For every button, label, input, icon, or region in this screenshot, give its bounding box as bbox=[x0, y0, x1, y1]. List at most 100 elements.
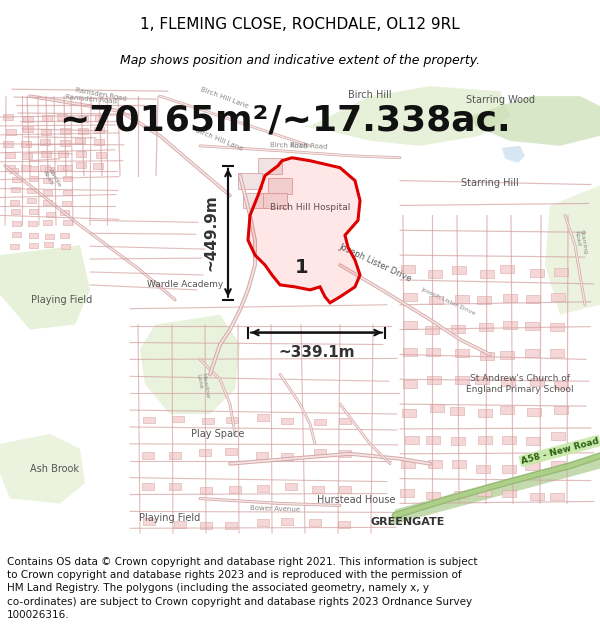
Bar bbox=[58, 151, 68, 157]
Bar bbox=[62, 201, 71, 206]
Bar bbox=[309, 519, 321, 526]
Polygon shape bbox=[140, 315, 240, 414]
Bar bbox=[502, 489, 516, 498]
Text: Hurstead House: Hurstead House bbox=[317, 496, 395, 506]
Polygon shape bbox=[545, 186, 600, 315]
Bar bbox=[550, 349, 564, 358]
Bar bbox=[29, 176, 37, 181]
Bar bbox=[256, 452, 268, 459]
Bar bbox=[5, 152, 15, 158]
Text: ~70165m²/~17.338ac.: ~70165m²/~17.338ac. bbox=[59, 104, 511, 138]
Bar bbox=[480, 352, 494, 361]
Bar bbox=[94, 139, 104, 145]
Bar bbox=[41, 151, 51, 157]
Bar bbox=[78, 128, 88, 134]
Text: Wardle
Road: Wardle Road bbox=[42, 168, 62, 191]
Bar bbox=[502, 436, 516, 444]
Text: St Andrew's Church of
England Primary School: St Andrew's Church of England Primary Sc… bbox=[466, 374, 574, 394]
Bar bbox=[263, 192, 287, 208]
Bar bbox=[501, 378, 515, 386]
Bar bbox=[503, 294, 517, 302]
Bar bbox=[172, 416, 184, 422]
Bar bbox=[29, 209, 37, 214]
Bar bbox=[551, 461, 565, 469]
Bar bbox=[59, 210, 68, 215]
Bar bbox=[400, 489, 414, 496]
Bar bbox=[43, 178, 52, 183]
Bar bbox=[554, 406, 568, 414]
Bar bbox=[455, 295, 469, 302]
Bar bbox=[477, 488, 491, 496]
Bar bbox=[479, 322, 493, 331]
Bar bbox=[60, 140, 70, 146]
Bar bbox=[339, 418, 351, 424]
Bar bbox=[527, 408, 541, 416]
Bar bbox=[23, 126, 33, 132]
Bar bbox=[403, 349, 417, 356]
Text: Birch Hill Lane: Birch Hill Lane bbox=[200, 86, 250, 109]
Bar bbox=[10, 200, 19, 205]
Bar bbox=[428, 270, 442, 278]
Bar bbox=[29, 232, 37, 238]
Bar bbox=[61, 244, 70, 249]
Text: Ramsden Road: Ramsden Road bbox=[65, 94, 117, 104]
Bar bbox=[5, 165, 15, 171]
Bar bbox=[40, 139, 50, 145]
Text: Birch Hill Hospital: Birch Hill Hospital bbox=[270, 203, 350, 212]
Bar bbox=[142, 452, 154, 459]
Bar bbox=[43, 220, 52, 225]
Bar bbox=[452, 460, 466, 468]
Bar bbox=[525, 322, 539, 329]
Bar bbox=[525, 349, 539, 358]
Bar bbox=[3, 141, 13, 147]
Bar bbox=[427, 376, 441, 384]
Polygon shape bbox=[0, 434, 85, 504]
Bar bbox=[21, 141, 31, 147]
Text: 100026316.: 100026316. bbox=[7, 610, 70, 620]
Bar bbox=[429, 296, 443, 304]
Text: HM Land Registry. The polygons (including the associated geometry, namely x, y: HM Land Registry. The polygons (includin… bbox=[7, 583, 429, 593]
Bar bbox=[44, 167, 53, 172]
Bar bbox=[59, 232, 68, 238]
Text: Birch Hill: Birch Hill bbox=[348, 90, 392, 100]
Bar bbox=[243, 192, 267, 208]
Bar bbox=[500, 265, 514, 273]
Bar bbox=[94, 127, 104, 133]
Bar bbox=[450, 407, 464, 415]
Text: Wardle Academy: Wardle Academy bbox=[147, 280, 223, 289]
Bar bbox=[281, 418, 293, 424]
Bar bbox=[476, 465, 490, 472]
Text: Ramsden Road: Ramsden Road bbox=[75, 88, 127, 102]
Bar bbox=[143, 416, 155, 424]
Bar bbox=[281, 453, 293, 460]
Bar bbox=[62, 190, 71, 195]
Bar bbox=[62, 220, 71, 225]
Bar bbox=[75, 138, 85, 144]
Bar bbox=[503, 321, 517, 329]
Text: Starring Hill: Starring Hill bbox=[461, 177, 519, 187]
Bar bbox=[551, 432, 565, 440]
Bar bbox=[530, 378, 544, 386]
Bar bbox=[478, 409, 492, 417]
Bar bbox=[200, 487, 212, 494]
Bar bbox=[452, 266, 466, 274]
Bar bbox=[401, 460, 415, 468]
Bar bbox=[229, 486, 241, 493]
Bar bbox=[455, 349, 469, 358]
Bar bbox=[430, 404, 444, 412]
Polygon shape bbox=[390, 454, 600, 525]
Bar bbox=[60, 128, 70, 134]
Bar bbox=[268, 177, 292, 194]
Text: A58 - New Road: A58 - New Road bbox=[520, 436, 600, 466]
Bar bbox=[312, 486, 324, 493]
Bar bbox=[530, 269, 544, 277]
Bar bbox=[426, 491, 440, 499]
Bar bbox=[480, 270, 494, 278]
Bar bbox=[405, 436, 419, 444]
Bar bbox=[57, 114, 67, 120]
Bar bbox=[526, 437, 540, 445]
Bar bbox=[202, 418, 214, 424]
Bar bbox=[11, 209, 19, 214]
Bar bbox=[3, 114, 13, 120]
Bar bbox=[95, 115, 105, 121]
